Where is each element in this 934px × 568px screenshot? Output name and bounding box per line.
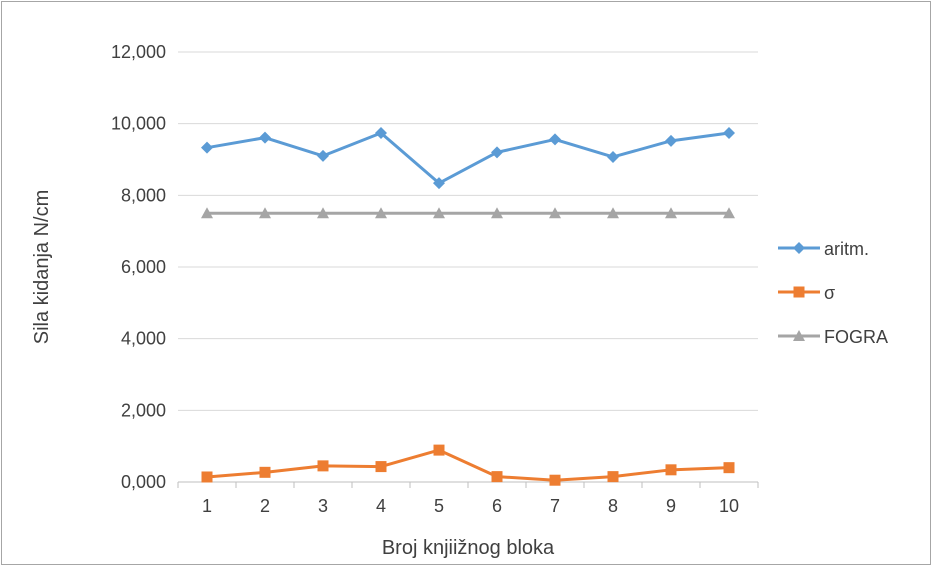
series-line: [206, 131, 730, 185]
data-point: [491, 146, 503, 159]
data-point: [491, 471, 503, 483]
x-tick-label: 5: [434, 496, 444, 516]
data-point: [201, 471, 213, 483]
data-point: [317, 149, 329, 162]
y-tick-label: 4,000: [121, 329, 166, 349]
y-tick-label: 2,000: [121, 400, 166, 420]
data-point: [317, 207, 329, 219]
data-point: [317, 460, 329, 472]
data-point: [259, 466, 271, 478]
data-point: [433, 207, 445, 219]
legend-label: aritm.: [824, 239, 869, 259]
data-point: [665, 464, 677, 476]
data-point: [723, 126, 735, 139]
data-point: [723, 462, 735, 474]
y-axis-title: Sila kidanja N/cm: [31, 190, 53, 345]
x-axis: 1 2 3 4 5 6 7 8 9 10: [177, 481, 759, 516]
data-point: [723, 207, 735, 219]
x-tick-label: 4: [376, 496, 386, 516]
x-tick-label: 3: [318, 496, 328, 516]
legend-item: FOGRA: [778, 327, 888, 347]
data-point: [607, 471, 619, 483]
y-tick-label: 10,000: [111, 114, 166, 134]
x-tick-label: 9: [666, 496, 676, 516]
legend-item: aritm.: [778, 239, 869, 259]
legend-label: σ: [824, 283, 835, 303]
data-point: [201, 207, 213, 219]
y-tick-label: 8,000: [121, 185, 166, 205]
x-tick-label: 7: [550, 496, 560, 516]
data-point: [607, 207, 619, 219]
gridlines: [178, 51, 758, 411]
data-point: [433, 177, 445, 190]
y-tick-label: 12,000: [111, 42, 166, 62]
legend: aritm. σ FOGRA: [778, 239, 888, 347]
series-fogra: [201, 207, 735, 219]
series-: [201, 444, 735, 486]
data-point: [665, 207, 677, 219]
data-point: [793, 330, 805, 341]
series-group: [201, 126, 735, 486]
data-point: [549, 207, 561, 219]
data-point: [491, 207, 503, 219]
x-tick-label: 2: [260, 496, 270, 516]
x-tick-label: 1: [202, 496, 212, 516]
series-aritm: [201, 126, 735, 190]
data-point: [201, 141, 213, 154]
x-tick-label: 6: [492, 496, 502, 516]
y-tick-label: 6,000: [121, 257, 166, 277]
x-axis-title: Broj knjiižnog bloka: [382, 537, 555, 559]
data-point: [375, 461, 387, 473]
data-point: [793, 242, 805, 254]
legend-label: FOGRA: [824, 327, 888, 347]
data-point: [259, 207, 271, 219]
data-point: [665, 134, 677, 147]
data-point: [375, 207, 387, 219]
x-tick-label: 8: [608, 496, 618, 516]
data-point: [259, 131, 271, 144]
data-point: [549, 474, 561, 486]
data-point: [607, 150, 619, 163]
data-point: [433, 444, 445, 456]
data-point: [375, 126, 387, 139]
series-line: [206, 448, 730, 482]
y-tick-label: 0,000: [121, 472, 166, 492]
data-point: [549, 133, 561, 146]
legend-item: σ: [778, 283, 835, 303]
data-point: [793, 286, 805, 298]
y-axis-ticks: 0,000 2,000 4,000 6,000 8,000 10,000 12,000: [111, 42, 166, 492]
x-tick-label: 10: [719, 496, 739, 516]
